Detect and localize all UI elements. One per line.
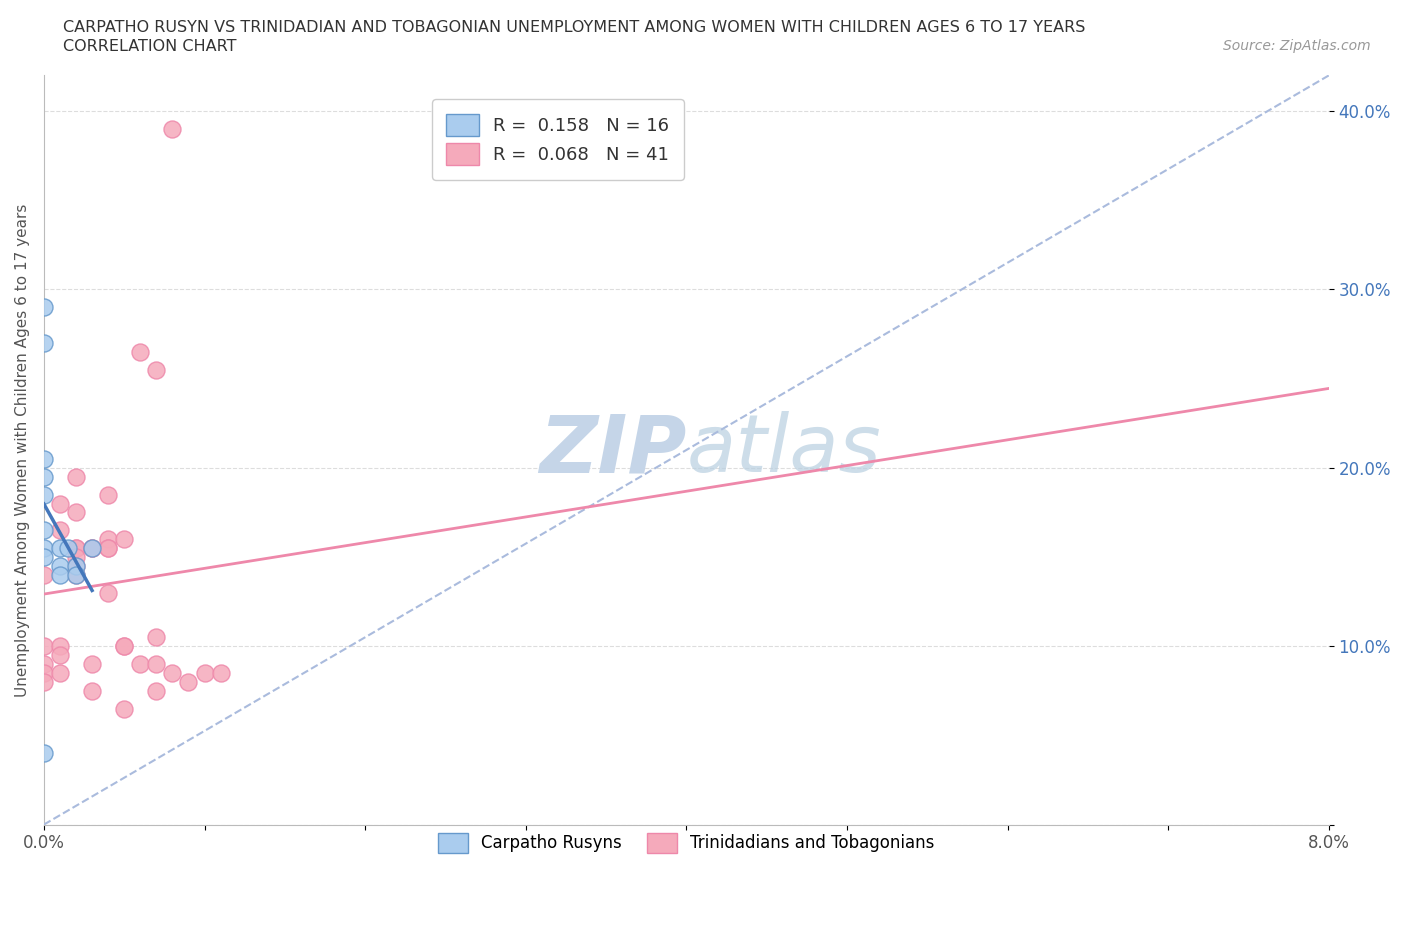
Point	[32, 336, 55, 351]
Point	[162, 666, 184, 681]
Point	[162, 122, 184, 137]
Legend: Carpatho Rusyns, Trinidadians and Tobagonians: Carpatho Rusyns, Trinidadians and Tobago…	[430, 824, 943, 861]
Point	[97, 540, 120, 555]
Point	[145, 684, 167, 698]
Point	[32, 470, 55, 485]
Point	[65, 540, 87, 555]
Point	[97, 487, 120, 502]
Point	[56, 540, 79, 555]
Point	[32, 299, 55, 314]
Point	[112, 701, 135, 716]
Point	[32, 674, 55, 689]
Point	[49, 540, 72, 555]
Point	[49, 666, 72, 681]
Point	[65, 567, 87, 582]
Point	[65, 470, 87, 485]
Point	[65, 550, 87, 565]
Point	[32, 540, 55, 555]
Point	[65, 559, 87, 574]
Point	[80, 540, 103, 555]
Point	[32, 550, 55, 565]
Point	[32, 746, 55, 761]
Point	[112, 532, 135, 547]
Point	[65, 567, 87, 582]
Point	[32, 523, 55, 538]
Point	[129, 344, 152, 359]
Point	[209, 666, 232, 681]
Text: atlas: atlas	[686, 411, 882, 489]
Point	[49, 639, 72, 654]
Point	[32, 639, 55, 654]
Point	[49, 559, 72, 574]
Point	[193, 666, 215, 681]
Point	[49, 567, 72, 582]
Point	[32, 567, 55, 582]
Point	[65, 559, 87, 574]
Point	[145, 363, 167, 378]
Point	[32, 487, 55, 502]
Point	[80, 684, 103, 698]
Point	[145, 657, 167, 671]
Point	[32, 666, 55, 681]
Point	[177, 674, 200, 689]
Point	[80, 540, 103, 555]
Point	[49, 523, 72, 538]
Point	[32, 451, 55, 466]
Point	[80, 657, 103, 671]
Point	[65, 505, 87, 520]
Y-axis label: Unemployment Among Women with Children Ages 6 to 17 years: Unemployment Among Women with Children A…	[15, 204, 30, 697]
Point	[97, 585, 120, 600]
Text: CARPATHO RUSYN VS TRINIDADIAN AND TOBAGONIAN UNEMPLOYMENT AMONG WOMEN WITH CHILD: CARPATHO RUSYN VS TRINIDADIAN AND TOBAGO…	[63, 20, 1085, 35]
Point	[97, 540, 120, 555]
Text: ZIP: ZIP	[538, 411, 686, 489]
Point	[112, 639, 135, 654]
Point	[49, 496, 72, 511]
Text: Source: ZipAtlas.com: Source: ZipAtlas.com	[1223, 39, 1371, 53]
Point	[80, 540, 103, 555]
Point	[112, 639, 135, 654]
Point	[129, 657, 152, 671]
Point	[65, 540, 87, 555]
Text: CORRELATION CHART: CORRELATION CHART	[63, 39, 236, 54]
Point	[32, 657, 55, 671]
Point	[97, 532, 120, 547]
Point	[49, 647, 72, 662]
Point	[145, 630, 167, 644]
